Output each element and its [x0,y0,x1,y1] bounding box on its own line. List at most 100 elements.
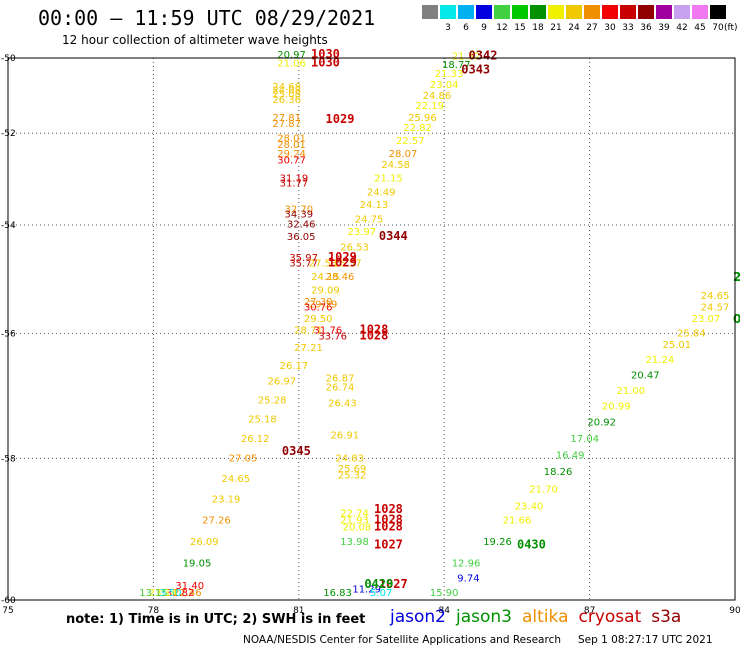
wave-height-value: 28.07 [389,149,418,160]
wave-height-value: 25.08 [272,89,301,100]
wave-height-value: 22.19 [415,101,444,112]
pass-time-label: 1028 [374,513,403,527]
wave-height-value: 21.66 [503,516,532,527]
wave-height-value: 22.82 [403,123,432,134]
scale-swatch [476,5,492,19]
pass-time-label: 1027 [379,577,408,591]
scale-label: 12 [496,23,508,33]
pass-time-label: 0343 [461,62,490,76]
wave-height-value: 25.28 [258,395,287,406]
longitude-tick-label: 78 [148,606,160,616]
wave-height-value: 31.76 [314,325,343,336]
wave-height-value: 3.50 [159,588,181,599]
pass-time-label: 1028 [359,328,388,342]
wave-height-value: 20.47 [631,370,660,381]
wave-height-value: 27.87 [272,119,301,130]
pass-time-label: 1029 [326,112,355,126]
scale-label: 27 [586,23,598,33]
wave-height-value: 5.07 [370,588,392,599]
wave-height-value: 32.70 [284,205,313,216]
wave-height-value: 24.83 [335,454,364,465]
page-title: 00:00 – 11:59 UTC 08/29/2021 [38,6,376,30]
wave-height-value: 28.01 [277,140,306,151]
wave-height-value: 35.77 [289,258,318,269]
scale-swatch [656,5,672,19]
wave-height-value: 26.97 [268,377,297,388]
wave-height-value: 22.46 [173,588,202,599]
scale-swatch [512,5,528,19]
scale-swatch [710,5,726,19]
latitude-tick-label: -60 [1,596,16,606]
wave-height-value: 33.76 [318,331,347,342]
scale-label: 36 [640,23,652,33]
credit-text: NOAA/NESDIS Center for Satellite Applica… [243,634,561,646]
scale-label: 24 [568,23,580,33]
wave-height-value: 26.43 [328,398,357,409]
scale-label: 39 [658,23,670,33]
wave-height-value: 27.30 [304,297,333,308]
wave-height-value: 15.90 [430,588,459,599]
wave-height-value: 17.04 [570,434,599,445]
wave-height-value: 24.58 [381,160,410,171]
wave-height-value: 24.15 [311,272,340,283]
scale-label: 15 [514,23,526,33]
wave-height-value: 25.69 [338,464,367,475]
wave-height-value: 23.97 [347,227,376,238]
scale-swatch [548,5,564,19]
wave-height-value: 27.53 [309,258,338,269]
pass-time-label: 0342 [469,49,498,63]
scale-label: 21 [550,23,562,33]
wave-height-value: 25.01 [663,340,692,351]
legend-jason3: jason3 [456,607,512,627]
scale-label: 33 [622,23,634,33]
wave-height-value: 25.96 [408,113,437,124]
scale-label: 9 [481,23,487,33]
scale-swatch [440,5,456,19]
wave-height-value: 16.49 [556,450,585,461]
footer-note: note: 1) Time is in UTC; 2) SWH is in fe… [66,612,366,627]
wave-height-value: 26.91 [331,431,360,442]
wave-height-value: 29.39 [309,300,338,311]
scale-swatch [422,5,438,19]
edge-label: 2 [733,270,740,284]
wave-height-value: 26.17 [280,361,309,372]
wave-height-value: 32.46 [287,220,316,231]
wave-height-value: 19.26 [483,537,512,548]
wave-height-value: 24.13 [360,200,389,211]
wave-height-value: 26.57 [333,258,362,269]
scale-label: 45 [694,23,706,33]
wave-height-value: 23.19 [212,495,241,506]
wave-height-value: 29.24 [277,149,306,160]
scale-swatch [620,5,636,19]
pass-time-label: 0429 [364,577,393,591]
scale-swatch [458,5,474,19]
scale-label: 30 [604,23,616,33]
wave-height-value: 30.77 [277,155,306,166]
scale-swatch [674,5,690,19]
wave-height-value: 26.53 [340,243,369,254]
wave-height-value: 21.00 [616,386,645,397]
wave-height-value: 26.12 [241,434,270,445]
pass-time-label: 0345 [282,444,311,458]
wave-height-value: 24.65 [221,474,250,485]
wave-height-value: 23.40 [515,502,544,513]
scale-label: 6 [463,23,469,33]
pass-time-label: 1028 [359,322,388,336]
wave-height-value: 34.39 [284,210,313,221]
wave-height-value: 31.77 [280,178,309,189]
wave-height-value: 12.96 [452,559,481,570]
pass-time-label: 0344 [379,229,408,243]
wave-height-value: 22.74 [340,509,369,520]
wave-height-value: 20.08 [343,523,372,534]
wave-height-value: 27.21 [294,343,323,354]
wave-height-value: 25.18 [248,414,277,425]
legend-s3a: s3a [651,607,682,627]
wave-height-value: 21.93 [340,516,369,527]
wave-height-value: 22.57 [396,136,425,147]
longitude-tick-label: 81 [293,606,304,616]
scale-swatch [494,5,510,19]
wave-height-value: 28.01 [277,134,306,145]
wave-height-value: 29.50 [304,314,333,325]
wave-height-value: 36.05 [287,232,316,243]
